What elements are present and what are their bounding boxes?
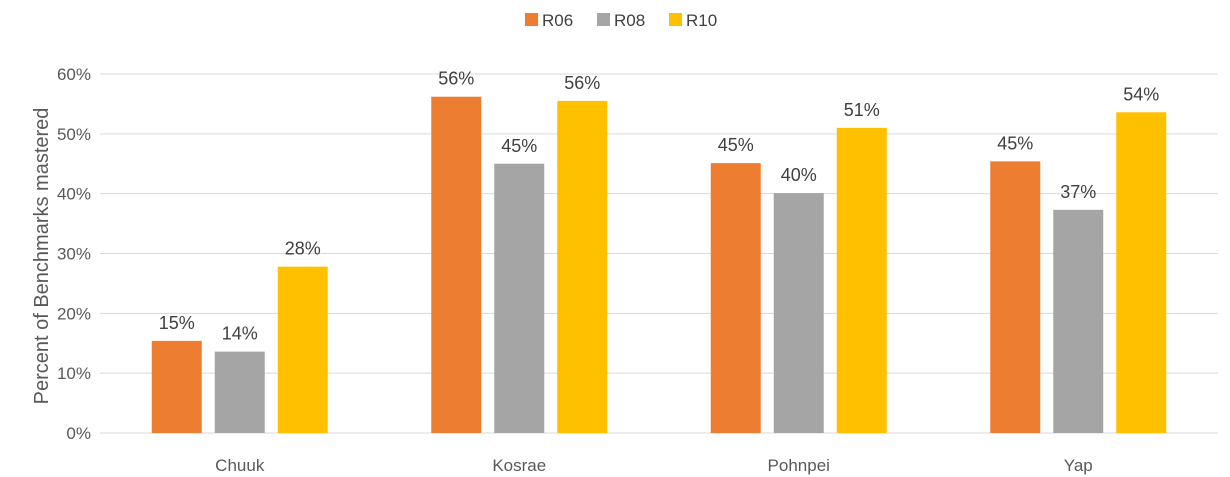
legend-swatch-r10 (669, 13, 682, 26)
data-label: 28% (285, 239, 321, 259)
y-tick-label: 10% (57, 364, 91, 383)
bar-r08-yap (1053, 209, 1104, 433)
y-axis-label: Percent of Benchmarks mastered (31, 108, 53, 405)
y-tick-label: 0% (66, 424, 91, 443)
data-label: 51% (844, 100, 880, 120)
legend-label: R10 (686, 11, 717, 30)
y-tick-label: 20% (57, 304, 91, 323)
legend-label: R06 (542, 11, 573, 30)
x-category-label: Chuuk (215, 456, 265, 475)
bar-r06-pohnpei (710, 163, 761, 433)
bar-r10-kosrae (557, 100, 608, 434)
bar-r06-yap (990, 161, 1041, 433)
gridlines (100, 73, 1218, 434)
y-tick-label: 40% (57, 185, 91, 204)
bars (151, 96, 1167, 434)
bar-r06-kosrae (431, 96, 482, 433)
x-axis-categories: Chuuk Kosrae Pohnpei Yap (215, 456, 1093, 475)
data-label: 54% (1123, 84, 1159, 104)
data-label: 45% (501, 136, 537, 156)
bar-r10-pohnpei (836, 127, 887, 433)
y-tick-label: 60% (57, 65, 91, 84)
data-label: 45% (997, 133, 1033, 153)
data-label: 14% (222, 324, 258, 344)
x-category-label: Yap (1064, 456, 1093, 475)
data-label: 15% (159, 313, 195, 333)
bar-r08-pohnpei (773, 193, 824, 433)
data-labels: 15% 14% 28% 56% 45% 56% 45% 40% 51% 45% 37% 54% (159, 69, 1160, 344)
x-category-label: Pohnpei (768, 456, 830, 475)
data-label: 45% (718, 135, 754, 155)
data-label: 40% (781, 165, 817, 185)
legend-label: R08 (614, 11, 645, 30)
data-label: 56% (438, 69, 474, 89)
bar-r08-kosrae (494, 163, 545, 433)
bar-r10-chuuk (277, 266, 328, 433)
y-axis-ticks: 0% 10% 20% 30% 40% 50% 60% (57, 65, 91, 443)
legend-swatch-r06 (525, 13, 538, 26)
bar-r06-chuuk (151, 340, 202, 433)
x-category-label: Kosrae (492, 456, 546, 475)
y-tick-label: 50% (57, 125, 91, 144)
data-label: 56% (564, 73, 600, 93)
legend: R06 R08 R10 (525, 11, 717, 30)
bar-r10-yap (1116, 112, 1167, 433)
legend-swatch-r08 (597, 13, 610, 26)
y-tick-label: 30% (57, 245, 91, 264)
data-label: 37% (1060, 182, 1096, 202)
bar-r08-chuuk (214, 351, 265, 433)
